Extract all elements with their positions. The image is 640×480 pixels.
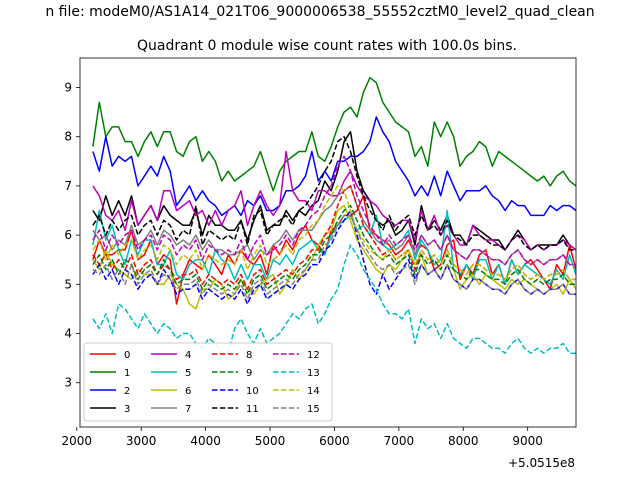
legend-label-3: 3 xyxy=(124,404,130,415)
legend-label-15: 15 xyxy=(307,404,320,415)
series-line-11 xyxy=(92,135,576,251)
series-line-12 xyxy=(92,155,576,266)
y-tick-label: 8 xyxy=(64,130,72,144)
series-line-4 xyxy=(92,150,576,251)
chart-title: Quadrant 0 module wise count rates with … xyxy=(137,38,517,54)
x-tick-label: 8000 xyxy=(448,434,479,448)
legend-label-9: 9 xyxy=(246,368,252,379)
x-tick-label: 3000 xyxy=(126,434,157,448)
legend-label-1: 1 xyxy=(124,368,130,379)
legend-label-13: 13 xyxy=(307,368,320,379)
legend-label-5: 5 xyxy=(185,368,191,379)
axes-frame xyxy=(79,57,577,428)
x-tick-label: 9000 xyxy=(512,434,543,448)
series-line-15 xyxy=(92,214,576,300)
legend-label-8: 8 xyxy=(246,350,252,361)
y-tick-label: 7 xyxy=(64,179,72,193)
x-tick-label: 6000 xyxy=(319,434,350,448)
legend-label-14: 14 xyxy=(307,386,320,397)
legend-label-2: 2 xyxy=(124,386,130,397)
axes: 2000 3000 4000 5000 6000 7000 8000 9000 3 4 5 6 7 8 9 xyxy=(62,57,577,448)
legend-label-7: 7 xyxy=(185,404,191,415)
x-tick-label: 5000 xyxy=(255,434,286,448)
series-line-2 xyxy=(92,116,576,217)
legend-label-0: 0 xyxy=(124,350,130,361)
series-line-13 xyxy=(92,244,576,354)
x-offset-label: +5.0515e8 xyxy=(508,456,575,470)
figure-suptitle: n file: modeM0/AS1A14_021T06_9000006538_… xyxy=(45,4,594,20)
y-tick-label: 4 xyxy=(64,327,72,341)
series-line-8 xyxy=(92,185,576,290)
legend-label-10: 10 xyxy=(246,386,259,397)
x-tick-label: 7000 xyxy=(384,434,415,448)
series-line-7 xyxy=(92,185,576,266)
legend-box xyxy=(83,342,333,422)
x-tick-label: 4000 xyxy=(190,434,221,448)
series-line-6 xyxy=(92,204,576,310)
legend-label-4: 4 xyxy=(185,350,191,361)
series-line-1 xyxy=(92,76,576,192)
y-tick-label: 5 xyxy=(64,277,72,291)
series-line-9 xyxy=(92,204,576,295)
y-tick-label: 3 xyxy=(64,376,72,390)
legend-label-6: 6 xyxy=(185,386,191,397)
y-tick-label: 6 xyxy=(64,228,72,242)
series-line-0 xyxy=(92,195,576,305)
legend-label-11: 11 xyxy=(246,404,259,415)
series-line-10 xyxy=(92,209,576,305)
x-tick-label: 2000 xyxy=(62,434,93,448)
y-tick-label: 9 xyxy=(64,81,72,95)
plot-area xyxy=(92,76,576,354)
legend-label-12: 12 xyxy=(307,350,320,361)
